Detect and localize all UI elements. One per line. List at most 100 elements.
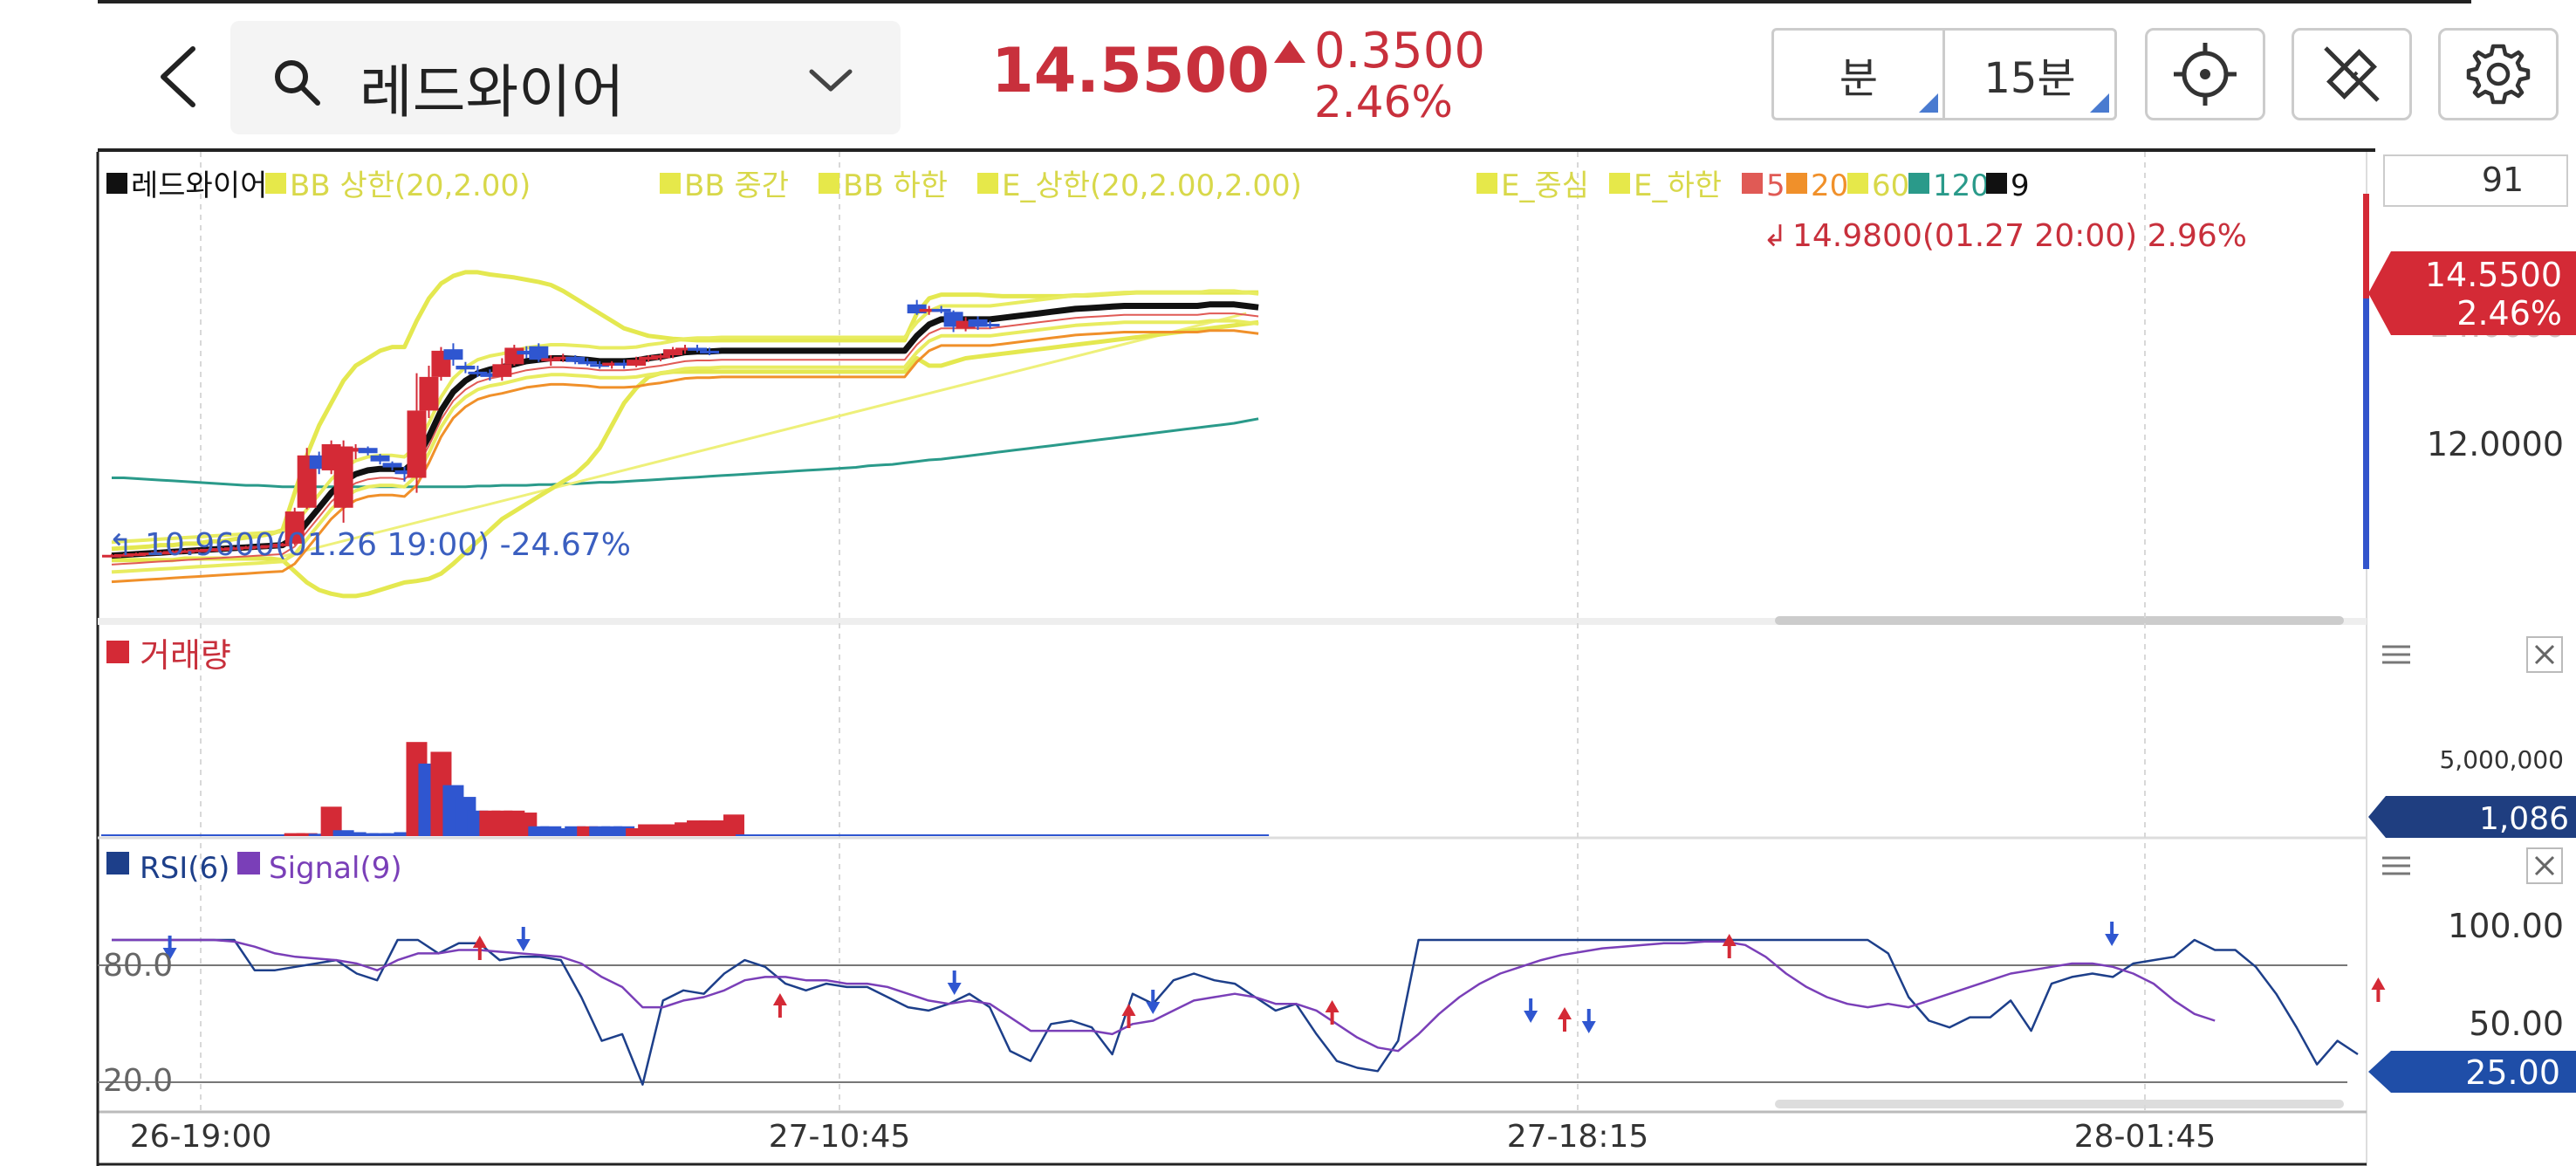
candle-body <box>529 346 549 360</box>
volume-bar <box>161 834 183 836</box>
candle-body <box>138 552 158 556</box>
candle-body <box>517 350 537 355</box>
candle-body <box>675 347 695 351</box>
rsi-down-arrow-head <box>1524 1011 1538 1023</box>
volume-bar <box>857 834 879 836</box>
candle-body <box>443 349 463 360</box>
legend-swatch <box>106 173 127 194</box>
volume-bar <box>1101 834 1123 836</box>
back-button[interactable] <box>148 42 209 112</box>
volume-current-tag <box>2368 796 2576 838</box>
candle-body <box>236 546 256 550</box>
volume-bar <box>613 826 635 836</box>
candle-body <box>370 455 390 462</box>
drawing-tools-off-button[interactable] <box>2292 28 2412 120</box>
volume-bar <box>1175 834 1196 836</box>
volume-bar <box>869 834 891 836</box>
volume-bar <box>149 834 171 836</box>
candle-body <box>333 446 353 508</box>
volume-bar <box>771 834 793 836</box>
legend-swatch <box>660 173 681 194</box>
volume-bar <box>394 832 415 836</box>
signal-legend-label: Signal(9) <box>269 851 402 886</box>
rsi-level-20-label: 20.0 <box>103 1063 173 1099</box>
rsi-down-arrow-head <box>1581 1021 1596 1033</box>
volume-bar <box>918 834 940 836</box>
price-panel-scrollbar[interactable] <box>1775 616 2344 625</box>
rsi-lines <box>112 938 2359 1086</box>
volume-bar <box>357 833 379 836</box>
volume-current-value: 1,086 <box>2479 801 2569 837</box>
rsi-down-arrow-head <box>516 939 531 951</box>
rsi-menu-icon[interactable] <box>2382 856 2410 875</box>
top-value-box <box>2383 154 2568 207</box>
volume-bar <box>577 826 599 836</box>
volume-bar <box>235 834 257 836</box>
crosshair-button[interactable] <box>2145 28 2265 120</box>
ma120-line <box>112 417 1259 489</box>
settings-button[interactable] <box>2438 28 2559 120</box>
x-axis-label: 26-19:00 <box>130 1119 272 1155</box>
rsi-close-icon[interactable] <box>2526 847 2563 884</box>
rsi-axis-label-50: 50.00 <box>2469 1005 2564 1043</box>
volume-bar <box>589 826 611 836</box>
candle-body <box>175 550 195 553</box>
rsi-current-value: 25.00 <box>2465 1053 2560 1092</box>
volume-bar <box>1187 834 1209 836</box>
x-axis-label: 27-18:15 <box>1507 1119 1649 1155</box>
candle-body <box>688 347 708 351</box>
legend-swatch <box>1476 173 1497 194</box>
volume-bar <box>223 834 244 836</box>
rsi-line <box>112 938 2359 1086</box>
legend-label: BB 상한(20,2.00) <box>290 168 531 203</box>
volume-bar <box>186 834 208 836</box>
envelope-lower-line <box>111 319 1259 574</box>
candle-body <box>492 364 512 377</box>
volume-bar <box>1052 834 1074 836</box>
candlestick-series <box>102 299 1000 558</box>
candle-body <box>419 376 439 411</box>
candle-body <box>578 360 598 365</box>
volume-close-icon[interactable] <box>2526 636 2563 673</box>
volume-bar <box>552 828 574 836</box>
stock-search-box[interactable]: 레드와이어 <box>230 21 901 134</box>
volume-bar <box>247 834 269 836</box>
vertical-gridlines <box>200 152 2146 1112</box>
candle-body <box>211 548 231 552</box>
volume-bar <box>723 814 744 836</box>
volume-bar <box>369 833 391 836</box>
rsi-down-arrow-head <box>947 983 962 995</box>
signal-legend-swatch <box>237 852 260 874</box>
candle-body <box>663 349 683 356</box>
rsi-panel-scrollbar[interactable] <box>1775 1100 2344 1108</box>
candle-body <box>102 554 121 558</box>
period-value-button[interactable]: 15분 <box>1942 28 2117 120</box>
min-arrow-icon: ↰ <box>108 528 134 563</box>
legend-swatch <box>1847 173 1868 194</box>
volume-bar <box>601 826 623 836</box>
volume-menu-icon[interactable] <box>2382 645 2410 664</box>
candle-body <box>614 362 634 367</box>
candle-body <box>651 355 671 359</box>
candle-body <box>456 366 476 370</box>
chevron-down-icon[interactable] <box>806 65 855 99</box>
volume-bar <box>113 834 134 836</box>
candle-body <box>565 356 586 362</box>
x-axis-label: 27-10:45 <box>769 1119 911 1155</box>
volume-bar <box>284 833 305 836</box>
candle-body <box>407 410 427 478</box>
rsi-up-arrow-head <box>1325 1000 1339 1012</box>
candle-body <box>346 448 366 452</box>
dropdown-corner-icon <box>2090 93 2109 113</box>
volume-bar <box>271 834 293 836</box>
legend-swatch <box>1742 173 1763 194</box>
candle-body <box>260 545 280 548</box>
candle-body <box>504 347 524 365</box>
volume-bar <box>1089 834 1111 836</box>
ma20-line <box>111 329 1259 584</box>
top-border <box>98 0 2471 3</box>
legend-label: 120 <box>1933 168 1990 203</box>
volume-bar <box>845 834 867 836</box>
legend-label: E_상한(20,2.00,2.00) <box>1002 168 1302 203</box>
